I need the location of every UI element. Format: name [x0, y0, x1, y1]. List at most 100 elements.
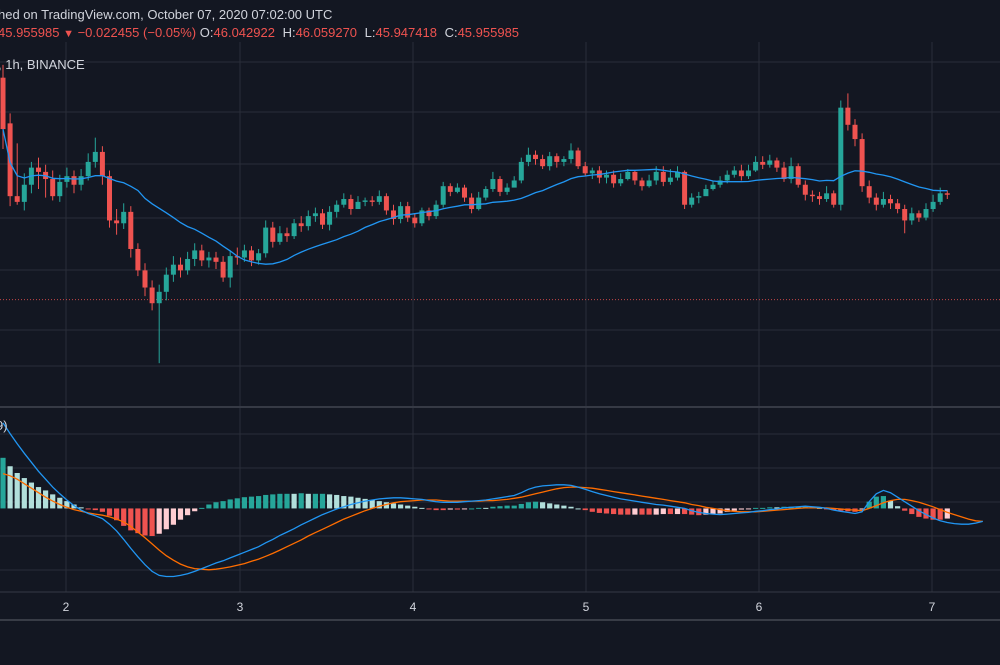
histogram-bar-122 [859, 508, 865, 510]
candle-body-46 [320, 213, 325, 225]
histogram-bar-105 [738, 508, 744, 510]
histogram-bar-22 [149, 508, 155, 536]
candle-body-14 [92, 151, 98, 162]
histogram-bar-106 [745, 508, 752, 510]
histogram-bar-78 [547, 503, 553, 509]
candle-body-97 [682, 171, 688, 205]
histogram-bar-6 [35, 487, 42, 509]
candle-body-36 [249, 250, 254, 261]
histogram-bar-34 [234, 498, 240, 509]
candle-body-109 [767, 160, 773, 165]
candle-body-93 [653, 171, 659, 181]
candle-body-76 [533, 154, 538, 160]
candle-body-25 [170, 264, 176, 275]
candle-body-88 [618, 179, 624, 184]
x-tick-label-2: 2 [63, 600, 70, 614]
histogram-bar-68 [476, 507, 482, 509]
histogram-bar-17 [114, 508, 120, 521]
candle-body-107 [753, 161, 759, 171]
candle-body-21 [142, 270, 148, 288]
symbol-label: , 1h, BINANCE [0, 57, 85, 72]
histogram-bar-113 [795, 506, 801, 509]
candle-body-1 [0, 77, 6, 130]
histogram-bar-95 [667, 508, 673, 515]
candle-body-128 [902, 209, 908, 221]
histogram-bar-73 [511, 505, 517, 509]
x-tick-label-6: 6 [756, 600, 763, 614]
candle-body-112 [788, 166, 794, 180]
histogram-bar-11 [71, 504, 77, 509]
candle-body-73 [511, 180, 517, 188]
histogram-bar-5 [28, 482, 34, 509]
histogram-bar-47 [327, 494, 333, 509]
candle-body-96 [675, 171, 680, 178]
histogram-bar-15 [99, 508, 105, 512]
candle-body-24 [163, 274, 169, 292]
candle-body-53 [369, 200, 375, 202]
candle-body-120 [845, 107, 851, 125]
candle-body-48 [334, 204, 340, 212]
candle-body-68 [476, 197, 482, 210]
candle-body-16 [107, 176, 112, 221]
histogram-bar-89 [625, 508, 631, 515]
open-label: O: [199, 25, 214, 40]
histogram-bar-80 [561, 505, 567, 509]
candle-body-105 [738, 170, 744, 177]
candle-body-127 [895, 203, 901, 210]
x-tick-label-3: 3 [237, 600, 244, 614]
candle-body-64 [447, 186, 453, 192]
histogram-bar-23 [156, 508, 162, 534]
histogram-bar-74 [518, 503, 524, 509]
histogram-bar-128 [902, 508, 908, 511]
candle-body-121 [852, 124, 858, 140]
candle-body-133 [937, 193, 943, 202]
histogram-bar-62 [433, 508, 439, 511]
histogram-bar-18 [121, 508, 127, 526]
histogram-bar-61 [426, 508, 432, 510]
histogram-bar-64 [447, 508, 453, 510]
histogram-bar-37 [256, 496, 262, 509]
candle-body-82 [575, 150, 581, 167]
x-tick-label-4: 4 [410, 600, 417, 614]
histogram-bar-98 [689, 508, 695, 515]
candle-body-125 [880, 199, 886, 205]
histogram-bar-71 [497, 506, 503, 509]
histogram-bar-77 [540, 502, 546, 509]
histogram-bar-42 [291, 493, 297, 509]
close-label: C: [444, 25, 458, 40]
histogram-bar-63 [440, 508, 446, 511]
candle-body-59 [412, 217, 418, 224]
candle-body-50 [348, 199, 354, 210]
histogram-bar-76 [532, 501, 539, 509]
candle-body-11 [71, 176, 77, 185]
histogram-bar-59 [412, 506, 418, 509]
candle-body-18 [121, 211, 127, 224]
candle-body-70 [490, 179, 496, 190]
candle-body-30 [206, 257, 212, 261]
histogram-bar-30 [206, 504, 212, 509]
histogram-bar-52 [362, 498, 368, 509]
histogram-bar-72 [504, 505, 510, 509]
candle-body-47 [327, 211, 333, 225]
candle-body-86 [604, 174, 609, 178]
candle-body-101 [710, 184, 716, 190]
histogram-bar-132 [930, 508, 936, 520]
histogram-bar-38 [263, 494, 269, 509]
candle-body-78 [547, 156, 553, 167]
histogram-bar-1 [0, 457, 6, 509]
histogram-bar-108 [760, 507, 766, 509]
histogram-bar-60 [419, 507, 425, 509]
histogram-bar-32 [220, 501, 226, 509]
candle-body-32 [220, 261, 226, 278]
histogram-bar-54 [376, 501, 382, 509]
histogram-bar-92 [646, 508, 652, 515]
candle-body-117 [824, 193, 830, 200]
candle-body-63 [440, 186, 446, 205]
histogram-bar-82 [575, 508, 581, 510]
high-value: 46.059270 [295, 25, 358, 40]
candle-body-126 [888, 199, 893, 204]
candle-body-49 [341, 199, 347, 205]
candle-body-98 [689, 197, 695, 205]
